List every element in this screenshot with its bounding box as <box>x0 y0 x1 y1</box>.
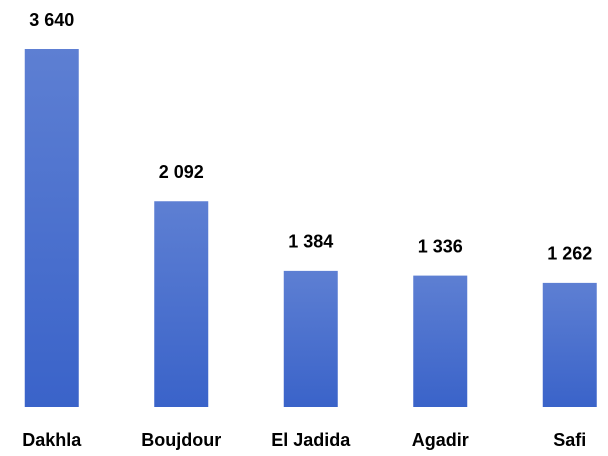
bar <box>24 49 79 407</box>
bar <box>542 282 597 407</box>
bar <box>413 275 468 407</box>
x-tick-label: El Jadida <box>271 430 351 450</box>
value-label: 1 336 <box>418 236 463 256</box>
value-label: 1 262 <box>547 244 592 264</box>
bar <box>283 270 338 407</box>
bar <box>154 201 209 407</box>
x-tick-label: Boujdour <box>141 430 221 450</box>
value-label: 3 640 <box>29 10 74 30</box>
x-tick-label: Dakhla <box>22 430 82 450</box>
value-label: 1 384 <box>288 232 333 252</box>
x-tick-label: Agadir <box>412 430 469 450</box>
x-tick-label: Safi <box>553 430 586 450</box>
value-label: 2 092 <box>159 162 204 182</box>
